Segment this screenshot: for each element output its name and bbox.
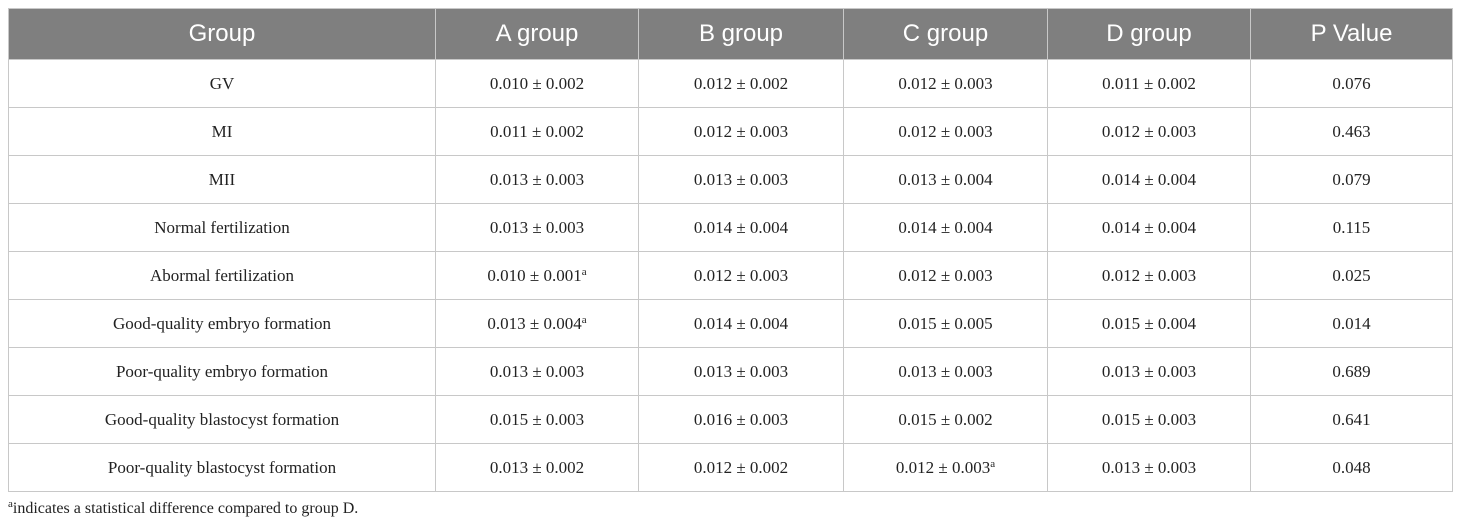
- table-cell: 0.012 ± 0.003: [638, 107, 844, 156]
- footnote: aindicates a statistical difference comp…: [8, 498, 1452, 518]
- table-cell: 0.010 ± 0.001a: [435, 251, 639, 300]
- table-cell: 0.014 ± 0.004: [843, 203, 1048, 252]
- cell-text: 0.010 ± 0.001: [487, 265, 582, 285]
- row-label: Abormal fertilization: [8, 251, 436, 300]
- table-cell: 0.012 ± 0.002: [638, 59, 844, 108]
- table-cell: 0.013 ± 0.002: [435, 443, 639, 492]
- table-cell: 0.015 ± 0.003: [1047, 395, 1251, 444]
- superscript: a: [581, 265, 587, 278]
- table-cell: 0.013 ± 0.003: [1047, 347, 1251, 396]
- table-cell: 0.015 ± 0.005: [843, 299, 1048, 348]
- table-cell: 0.012 ± 0.003: [638, 251, 844, 300]
- table-cell: 0.014 ± 0.004: [638, 299, 844, 348]
- table-cell: 0.012 ± 0.003: [843, 59, 1048, 108]
- row-label: Good-quality blastocyst formation: [8, 395, 436, 444]
- table-cell: 0.013 ± 0.003: [638, 155, 844, 204]
- table-cell: 0.013 ± 0.003: [1047, 443, 1251, 492]
- table-cell: 0.012 ± 0.002: [638, 443, 844, 492]
- table-cell: 0.012 ± 0.003: [843, 107, 1048, 156]
- table-cell: 0.010 ± 0.002: [435, 59, 639, 108]
- table-cell: 0.014 ± 0.004: [1047, 155, 1251, 204]
- header-cell: C group: [843, 8, 1048, 60]
- table-cell: 0.012 ± 0.003: [843, 251, 1048, 300]
- table-cell: 0.012 ± 0.003: [1047, 107, 1251, 156]
- footnote-marker: a: [8, 498, 13, 510]
- row-label: MI: [8, 107, 436, 156]
- table-body: GV 0.010 ± 0.002 0.012 ± 0.002 0.012 ± 0.00…: [8, 59, 1453, 492]
- data-table: Group A group B group C group D group P Value…: [8, 8, 1453, 492]
- table-cell: 0.011 ± 0.002: [435, 107, 639, 156]
- table-cell: 0.015 ± 0.003: [435, 395, 639, 444]
- table-cell: 0.689: [1250, 347, 1453, 396]
- row-label: Poor-quality blastocyst formation: [8, 443, 436, 492]
- table-cell: 0.079: [1250, 155, 1453, 204]
- table-cell: 0.463: [1250, 107, 1453, 156]
- table-cell: 0.013 ± 0.003: [435, 155, 639, 204]
- table-cell: 0.048: [1250, 443, 1453, 492]
- row-label: Normal fertilization: [8, 203, 436, 252]
- table-cell: 0.014 ± 0.004: [1047, 203, 1251, 252]
- table-cell: 0.641: [1250, 395, 1453, 444]
- table-cell: 0.013 ± 0.003: [843, 347, 1048, 396]
- table-cell: 0.011 ± 0.002: [1047, 59, 1251, 108]
- header-row: Group A group B group C group D group P Value: [8, 8, 1453, 60]
- table-cell: 0.013 ± 0.004: [843, 155, 1048, 204]
- header-cell: B group: [638, 8, 844, 60]
- table-cell: 0.012 ± 0.003: [1047, 251, 1251, 300]
- header-cell: D group: [1047, 8, 1251, 60]
- table-cell: 0.014: [1250, 299, 1453, 348]
- table-cell: 0.016 ± 0.003: [638, 395, 844, 444]
- table-cell: 0.013 ± 0.003: [435, 203, 639, 252]
- table-cell: 0.014 ± 0.004: [638, 203, 844, 252]
- table-cell: 0.013 ± 0.003: [638, 347, 844, 396]
- row-label: GV: [8, 59, 436, 108]
- table-row: Poor-quality embryo formation 0.013 ± 0.0…: [8, 347, 1453, 396]
- table-container: Group A group B group C group D group P Value…: [8, 8, 1453, 518]
- table-cell: 0.015 ± 0.002: [843, 395, 1048, 444]
- row-label: Poor-quality embryo formation: [8, 347, 436, 396]
- superscript: a: [581, 313, 587, 326]
- table-cell: 0.115: [1250, 203, 1453, 252]
- table-row: Abormal fertilization 0.010 ± 0.001a 0.012…: [8, 251, 1453, 300]
- table-row: Normal fertilization 0.013 ± 0.003 0.014 ±…: [8, 203, 1453, 252]
- table-cell: 0.012 ± 0.003a: [843, 443, 1048, 492]
- table-row: Good-quality blastocyst formation 0.015 ±…: [8, 395, 1453, 444]
- table-row: Poor-quality blastocyst formation 0.013 ±…: [8, 443, 1453, 492]
- table-cell: 0.076: [1250, 59, 1453, 108]
- table-row: Good-quality embryo formation 0.013 ± 0.0…: [8, 299, 1453, 348]
- table-cell: 0.015 ± 0.004: [1047, 299, 1251, 348]
- footnote-text: indicates a statistical difference compa…: [12, 500, 359, 517]
- superscript: a: [990, 457, 996, 470]
- table-row: MI 0.011 ± 0.002 0.012 ± 0.003 0.012 ± 0.00…: [8, 107, 1453, 156]
- table-row: MII 0.013 ± 0.003 0.013 ± 0.003 0.013 ± 0.0…: [8, 155, 1453, 204]
- table-row: GV 0.010 ± 0.002 0.012 ± 0.002 0.012 ± 0.00…: [8, 59, 1453, 108]
- cell-text: 0.013 ± 0.004: [487, 313, 582, 333]
- table-cell: 0.025: [1250, 251, 1453, 300]
- table-cell: 0.013 ± 0.003: [435, 347, 639, 396]
- table-cell: 0.013 ± 0.004a: [435, 299, 639, 348]
- header-cell: A group: [435, 8, 639, 60]
- header-cell: P Value: [1250, 8, 1453, 60]
- row-label: MII: [8, 155, 436, 204]
- cell-text: 0.012 ± 0.003: [895, 457, 991, 477]
- row-label: Good-quality embryo formation: [8, 299, 436, 348]
- header-cell: Group: [8, 8, 436, 60]
